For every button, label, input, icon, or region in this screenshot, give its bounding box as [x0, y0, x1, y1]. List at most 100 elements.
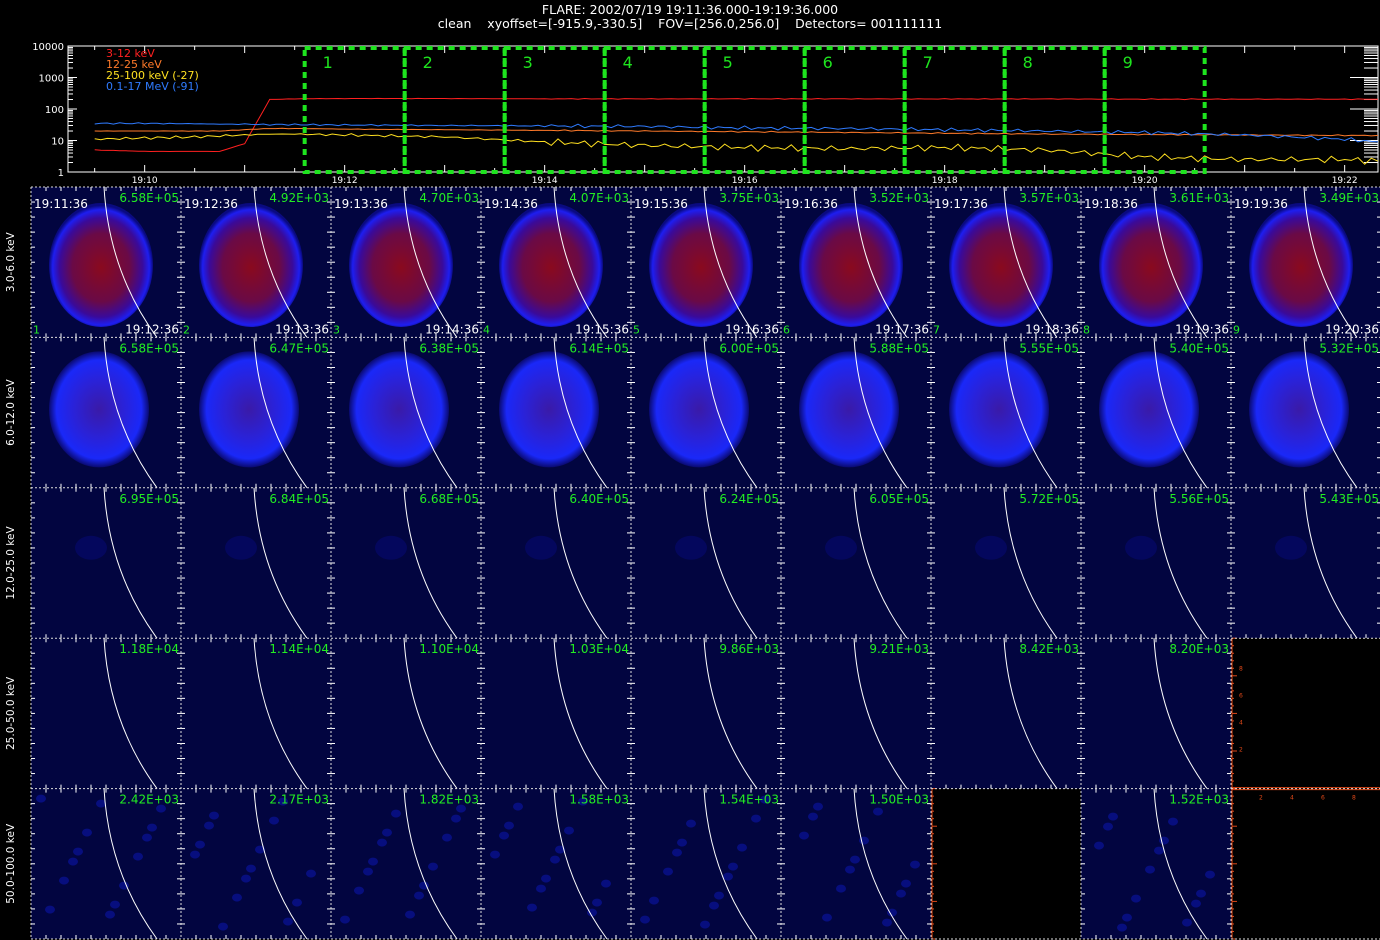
solar-limb [253, 788, 308, 940]
source-emission [499, 203, 603, 327]
noise-speck [156, 804, 166, 813]
empty-axis-tick-label: 6 [1321, 795, 1325, 802]
max-value-label: 9.21E+03 [869, 642, 929, 656]
source-emission [649, 203, 753, 327]
noise-speck [246, 864, 256, 873]
noise-speck [513, 802, 523, 811]
solar-limb [403, 788, 458, 940]
noise-speck [896, 889, 906, 898]
solar-limb [253, 186, 308, 338]
max-value-label: 6.95E+05 [119, 492, 179, 506]
flare-parameters: clean xyoffset=[-915.9,-330.5] FOV=[256.… [437, 16, 943, 31]
solar-limb [103, 638, 158, 789]
interval-label: 8 [1023, 53, 1033, 72]
end-time-label: 19:20:36 [1325, 322, 1379, 336]
interval-label: 3 [523, 53, 533, 72]
max-value-label: 1.03E+04 [569, 642, 629, 656]
noise-speck [1122, 913, 1132, 922]
solar-limb [103, 337, 158, 489]
end-time-label: 19:15:36 [575, 322, 629, 336]
x-tick-label: 19:18 [932, 176, 958, 186]
solar-limb [1303, 487, 1358, 639]
empty-axis-tick-label: 2 [1259, 795, 1263, 802]
x-tick-label: 19:14 [532, 176, 558, 186]
interval-box [302, 46, 407, 174]
noise-speck [873, 807, 883, 816]
x-tick-label: 19:12 [332, 176, 358, 186]
solar-limb [703, 788, 758, 940]
solar-limb [1153, 788, 1208, 940]
interval-label: 5 [723, 53, 733, 72]
interval-box [602, 46, 707, 174]
noise-speck [1196, 889, 1206, 898]
interval-index-label: 5 [633, 323, 640, 336]
max-value-label: 9.86E+03 [719, 642, 779, 656]
noise-speck [1205, 870, 1215, 879]
noise-speck [82, 828, 92, 837]
start-time-label: 19:14:36 [484, 197, 538, 211]
source-emission [1099, 203, 1203, 327]
end-time-label: 19:12:36 [125, 322, 179, 336]
max-value-label: 6.05E+05 [869, 492, 929, 506]
noise-speck [96, 799, 106, 808]
noise-speck [499, 831, 509, 840]
noise-speck [306, 869, 316, 878]
legend-entry: 3-12 keV [106, 47, 155, 60]
source-emission [949, 351, 1049, 468]
solar-limb [553, 487, 608, 639]
max-value-label: 6.38E+05 [419, 341, 479, 355]
max-value-label: 1.50E+03 [869, 793, 929, 807]
y-tick-label: 10000 [32, 42, 64, 53]
noise-speck [850, 855, 860, 864]
max-value-label: 1.18E+04 [119, 642, 179, 656]
interval-label: 6 [823, 53, 833, 72]
empty-axis-tick-label: 8 [1239, 666, 1243, 673]
noise-speck [391, 809, 401, 818]
interval-label: 9 [1123, 53, 1133, 72]
solar-limb [553, 337, 608, 489]
max-value-label: 5.72E+05 [1019, 492, 1079, 506]
noise-speck [204, 821, 214, 830]
start-time-label: 19:16:36 [784, 197, 838, 211]
noise-speck [799, 831, 809, 840]
start-time-label: 19:17:36 [934, 197, 988, 211]
source-emission [949, 203, 1053, 327]
solar-limb [403, 638, 458, 789]
solar-limb [703, 186, 758, 338]
max-value-label: 1.82E+03 [419, 793, 479, 807]
band-label: 25.0-50.0 keV [5, 676, 17, 750]
noise-speck [728, 862, 738, 871]
noise-speck [269, 816, 279, 825]
noise-speck [1108, 812, 1118, 821]
interval-box [402, 46, 507, 174]
noise-speck [723, 872, 733, 881]
source-emission [349, 351, 449, 468]
noise-speck [555, 845, 565, 854]
solar-limb [553, 186, 608, 338]
start-time-label: 19:15:36 [634, 197, 688, 211]
max-value-label: 6.58E+05 [119, 341, 179, 355]
plot-header: FLARE: 2002/07/19 19:11:36.000-19:19:36.… [0, 0, 1380, 34]
max-value-label: 1.14E+04 [269, 642, 329, 656]
source-emission [825, 535, 857, 560]
noise-speck [142, 833, 152, 842]
noise-speck [255, 845, 265, 854]
start-time-label: 19:19:36 [1234, 197, 1288, 211]
noise-speck [709, 901, 719, 910]
max-value-label: 2.17E+03 [269, 793, 329, 807]
max-value-label: 6.14E+05 [569, 341, 629, 355]
max-value-label: 5.56E+05 [1169, 492, 1229, 506]
solar-limb [253, 487, 308, 639]
empty-cell [1231, 638, 1380, 789]
max-value-label: 6.40E+05 [569, 492, 629, 506]
noise-speck [405, 910, 415, 919]
max-value-label: 4.70E+03 [419, 191, 479, 205]
legend-entry: 25-100 keV (-27) [106, 69, 199, 82]
solar-limb [553, 638, 608, 789]
noise-speck [1191, 899, 1201, 908]
max-value-label: 4.92E+03 [269, 191, 329, 205]
interval-box [502, 46, 607, 174]
noise-speck [808, 812, 818, 821]
solar-limb [103, 186, 158, 338]
noise-speck [241, 874, 251, 883]
